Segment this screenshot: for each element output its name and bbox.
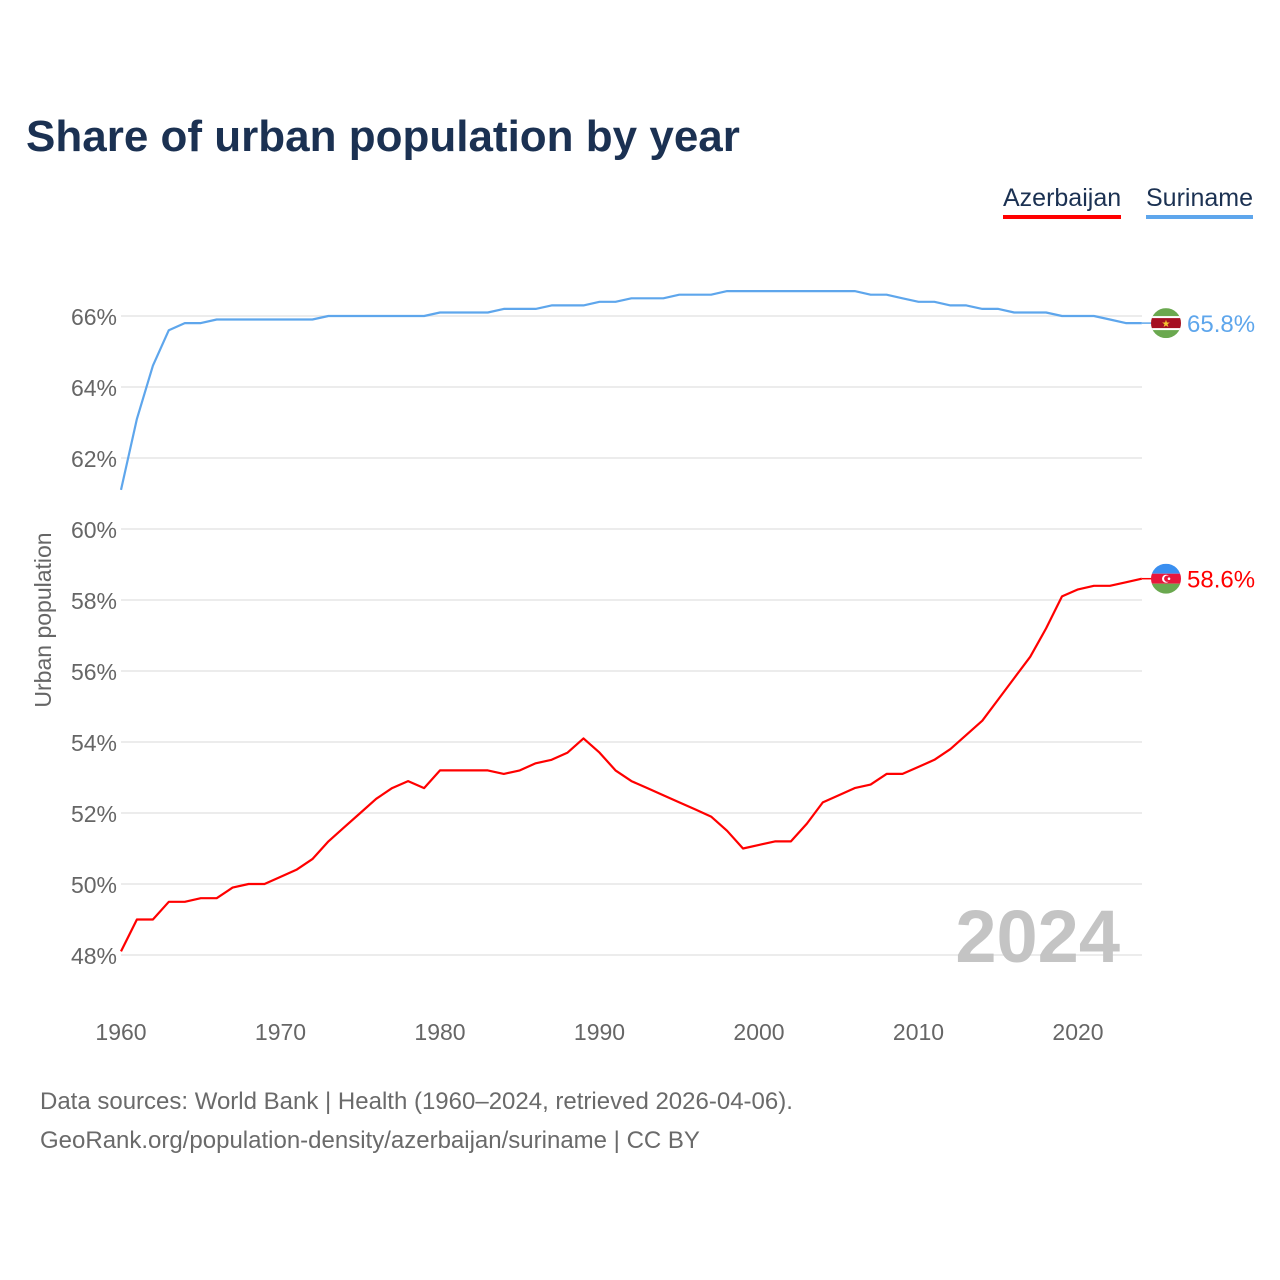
x-tick-label: 1960 (95, 1019, 146, 1045)
x-tick-label: 2020 (1052, 1019, 1103, 1045)
y-tick-label: 48% (71, 943, 117, 969)
x-tick-label: 1990 (574, 1019, 625, 1045)
y-tick-label: 56% (71, 659, 117, 685)
y-tick-label: 64% (71, 375, 117, 401)
y-tick-label: 54% (71, 730, 117, 756)
svg-text:★: ★ (1162, 319, 1171, 330)
y-axis-label: Urban population (30, 532, 56, 707)
x-tick-label: 2000 (733, 1019, 784, 1045)
x-tick-label: 2010 (893, 1019, 944, 1045)
azerbaijan-flag-icon (1151, 563, 1181, 594)
y-tick-label: 66% (71, 304, 117, 330)
source-line-1: Data sources: World Bank | Health (1960–… (40, 1088, 793, 1115)
series-line-azerbaijan (120, 577, 1143, 952)
end-value-label-suriname: 65.8% (1187, 311, 1255, 338)
suriname-flag-icon: ★ (1151, 308, 1181, 339)
y-tick-label: 58% (71, 588, 117, 614)
y-tick-label: 50% (71, 872, 117, 898)
y-tick-label: 52% (71, 801, 117, 827)
end-value-label-azerbaijan: 58.6% (1187, 567, 1255, 594)
y-tick-label: 60% (71, 517, 117, 543)
legend-suriname[interactable]: Suriname (1146, 184, 1253, 219)
y-tick-label: 62% (71, 446, 117, 472)
source-line-2: GeoRank.org/population-density/azerbaija… (40, 1127, 700, 1154)
x-tick-label: 1970 (255, 1019, 306, 1045)
legend-azerbaijan[interactable]: Azerbaijan (1003, 184, 1122, 219)
chart-title: Share of urban population by year (26, 112, 740, 161)
x-tick-label: 1980 (414, 1019, 465, 1045)
series-line-suriname (119, 290, 1142, 491)
year-watermark: 2024 (955, 895, 1120, 978)
